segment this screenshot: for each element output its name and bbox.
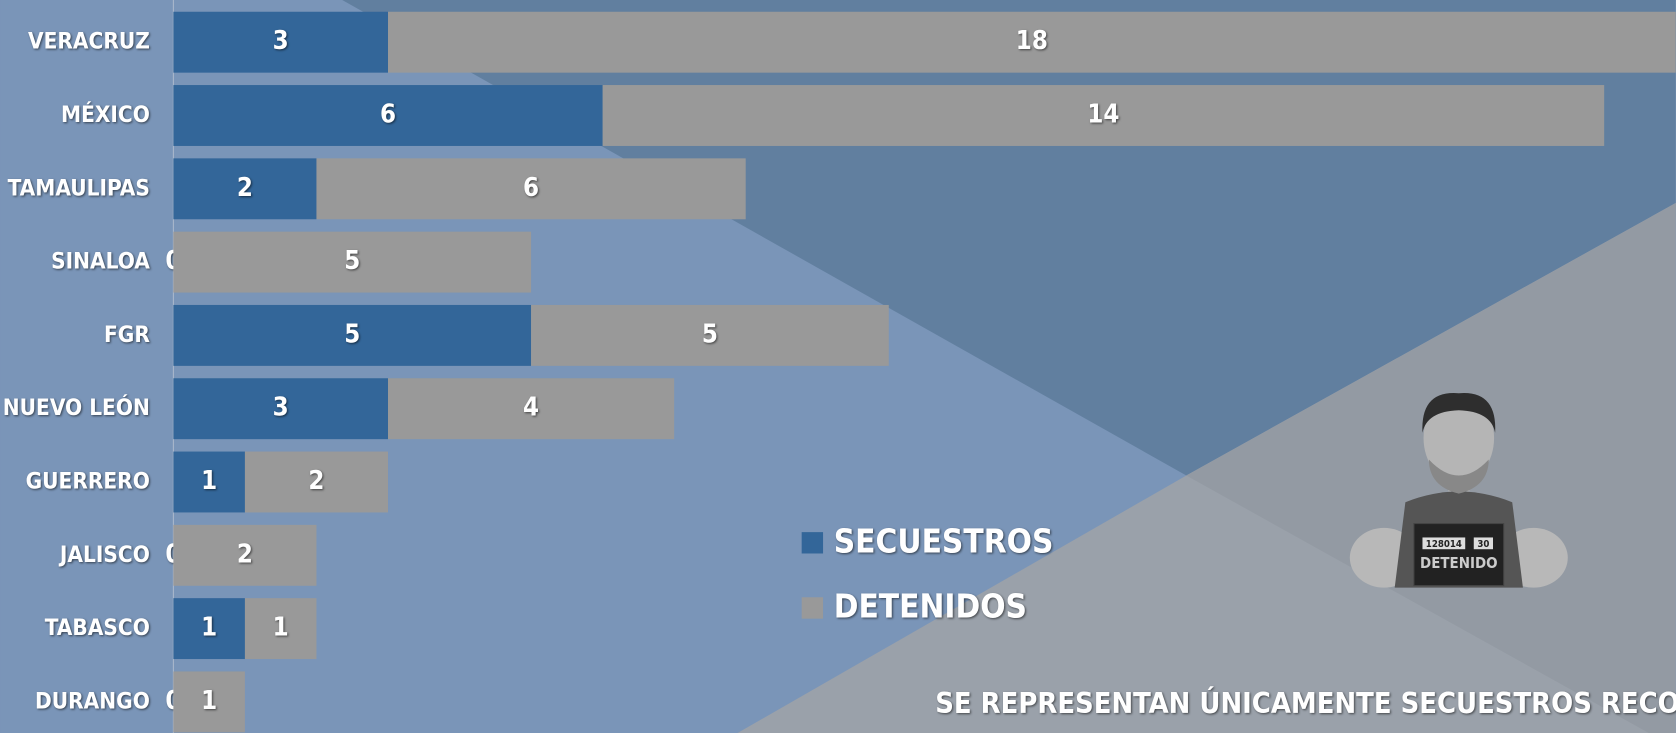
illustration: 128014 30 DETENIDO — [1349, 392, 1568, 588]
category-label: DURANGO — [35, 688, 150, 714]
category-label: VERACRUZ — [28, 29, 150, 55]
value-label: 5 — [344, 246, 360, 276]
category-label: GUERRERO — [26, 469, 150, 495]
bar-segment — [173, 524, 317, 586]
bar-segment — [173, 598, 245, 660]
category-label: SINALOA — [51, 249, 150, 275]
board-field — [1473, 537, 1493, 550]
value-label: 4 — [523, 393, 539, 423]
hair — [1422, 392, 1496, 433]
bar-segment — [388, 378, 675, 440]
value-label: 2 — [237, 173, 253, 203]
bar-segment — [602, 85, 1605, 146]
value-label: 14 — [1087, 100, 1119, 130]
bar-segment — [173, 231, 532, 293]
value-label: 3 — [273, 393, 289, 423]
legend-swatch — [801, 532, 824, 554]
legend-label: DETENIDOS — [834, 586, 1027, 625]
bar-segment — [173, 11, 389, 73]
board-text: 128014 — [1426, 539, 1462, 550]
value-label: 2 — [237, 539, 253, 569]
category-label: TAMAULIPAS — [8, 175, 150, 201]
bar-segment — [173, 85, 603, 146]
board-field — [1422, 537, 1466, 550]
value-label: 5 — [344, 319, 360, 349]
board — [1413, 523, 1505, 587]
bar-segment — [173, 378, 389, 440]
category-label: NUEVO LEÓN — [3, 393, 150, 421]
legend-swatch — [801, 597, 824, 619]
head — [1423, 393, 1495, 483]
value-label: 1 — [201, 613, 217, 643]
bar-segment — [531, 304, 889, 366]
board-text: 30 — [1477, 539, 1489, 550]
value-label: 6 — [523, 173, 539, 203]
bars: VERACRUZ318MÉXICO614TAMAULIPAS26SINALOA0… — [3, 11, 1676, 733]
category-label: MÉXICO — [61, 100, 150, 128]
bar-segment — [173, 451, 245, 513]
board-text: DETENIDO — [1420, 554, 1498, 572]
value-label: 1 — [273, 613, 289, 643]
category-label: TABASCO — [45, 615, 150, 641]
category-label: FGR — [104, 322, 150, 348]
value-label: 5 — [702, 319, 718, 349]
value-label: 1 — [201, 466, 217, 496]
value-label: 6 — [380, 100, 396, 130]
legend: SECUESTROS DETENIDOS — [801, 521, 1054, 625]
legend-label: SECUESTROS — [834, 521, 1054, 560]
bar-segment — [316, 158, 746, 220]
bar-segment — [173, 671, 245, 733]
bar-segment — [244, 451, 389, 513]
bar-segment — [388, 11, 1676, 73]
bar-segment — [244, 598, 317, 660]
category-label: JALISCO — [58, 542, 150, 568]
value-label: 18 — [1016, 26, 1048, 56]
bar-segment — [173, 158, 317, 220]
value-label: 1 — [201, 686, 217, 716]
value-label: 3 — [273, 26, 289, 56]
value-label: 2 — [308, 466, 324, 496]
footnote: SE REPRESENTAN ÚNICAMENTE SECUESTROS REC… — [935, 686, 1676, 720]
bar-segment — [173, 304, 532, 366]
beard — [1428, 459, 1489, 494]
